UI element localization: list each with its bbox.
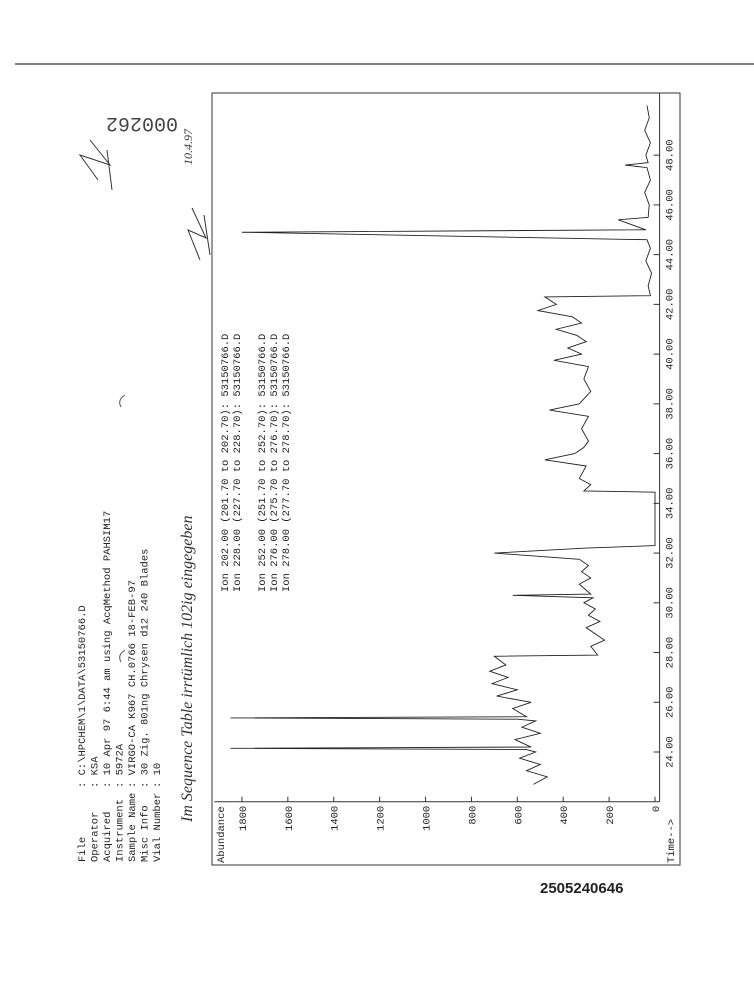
field-label: Vial Number — [152, 793, 164, 862]
x-tick-label: 34.00 — [665, 488, 677, 520]
rotated-printout: Im Sequence Table irrtümlich 102ig einge… — [77, 92, 681, 866]
x-tick-label: 36.00 — [665, 438, 677, 470]
field-label: File — [77, 837, 89, 862]
x-tick-label: 32.00 — [665, 537, 677, 569]
field-label: Sample Name — [127, 793, 139, 862]
field-value: : C:\HPCHEM\1\DATA\53150766.D — [77, 605, 89, 788]
y-tick-label: 200 — [605, 806, 617, 825]
field-value: : VIRGO-CA K967 CH.0766 18-FEB-97 — [127, 580, 139, 788]
x-tick-label: 40.00 — [665, 338, 677, 370]
field-value: : 10 — [152, 763, 164, 788]
y-tick-label: 1000 — [422, 806, 434, 831]
field-value: : 10 Apr 97 6:44 am using AcqMethod PAHS… — [102, 511, 114, 788]
plot-frame — [211, 92, 681, 866]
ion-line: Ion 278.00 (277.70 to 278.70): 53150766.… — [281, 334, 293, 592]
ion-line: Ion 252.00 (251.70 to 252.70): 53150766.… — [257, 334, 269, 592]
field-label: Misc Info — [140, 805, 152, 862]
ion-line: Ion 202.00 (201.70 to 202.70): 53150766.… — [220, 334, 232, 592]
ion-line: Ion 228.00 (227.70 to 228.70): 53150766.… — [232, 334, 244, 592]
handwritten-note: Im Sequence Table irrtümlich 102ig einge… — [179, 516, 196, 823]
y-tick-label: 0 — [651, 806, 663, 812]
y-tick-label: 400 — [559, 806, 571, 825]
stamp: 000262 — [106, 111, 178, 134]
barcode-number: 2505240646 — [540, 880, 623, 897]
ion-line: Ion 276.00 (275.70 to 276.70): 53150766.… — [269, 334, 281, 592]
signal-trace — [230, 105, 656, 785]
y-tick-label: 1800 — [238, 806, 250, 831]
x-tick-label: 48.00 — [665, 139, 677, 171]
x-tick-label: 46.00 — [665, 189, 677, 221]
x-tick-label: 30.00 — [665, 587, 677, 619]
field-label: Instrument — [115, 799, 127, 862]
x-axis-label: Time--> — [666, 819, 678, 863]
field-label: Operator — [90, 812, 102, 862]
x-tick-label: 38.00 — [665, 388, 677, 420]
field-value: : 30 Zig. 801ng Chrysen d12 240 Blades — [140, 549, 152, 788]
y-tick-label: 800 — [467, 806, 479, 825]
field-value: : 5972A — [115, 743, 127, 788]
y-tick-label: 1400 — [330, 806, 342, 831]
y-tick-label: 1600 — [284, 806, 296, 831]
x-tick-label: 44.00 — [665, 239, 677, 271]
x-tick-label: 42.00 — [665, 289, 677, 321]
field-label: Acquired — [102, 812, 114, 862]
scan-marks — [119, 394, 126, 663]
y-tick-label: 1200 — [376, 806, 388, 831]
y-tick-label: 600 — [513, 806, 525, 825]
field-value: : KSA — [90, 756, 102, 788]
signature — [187, 207, 211, 261]
signature — [78, 139, 113, 191]
x-tick-label: 24.00 — [665, 736, 677, 768]
handwritten-date: 10.4.97 — [181, 128, 195, 165]
x-tick-label: 26.00 — [665, 687, 677, 719]
y-axis-label: Abundance — [216, 806, 228, 863]
x-tick-label: 28.00 — [665, 637, 677, 669]
